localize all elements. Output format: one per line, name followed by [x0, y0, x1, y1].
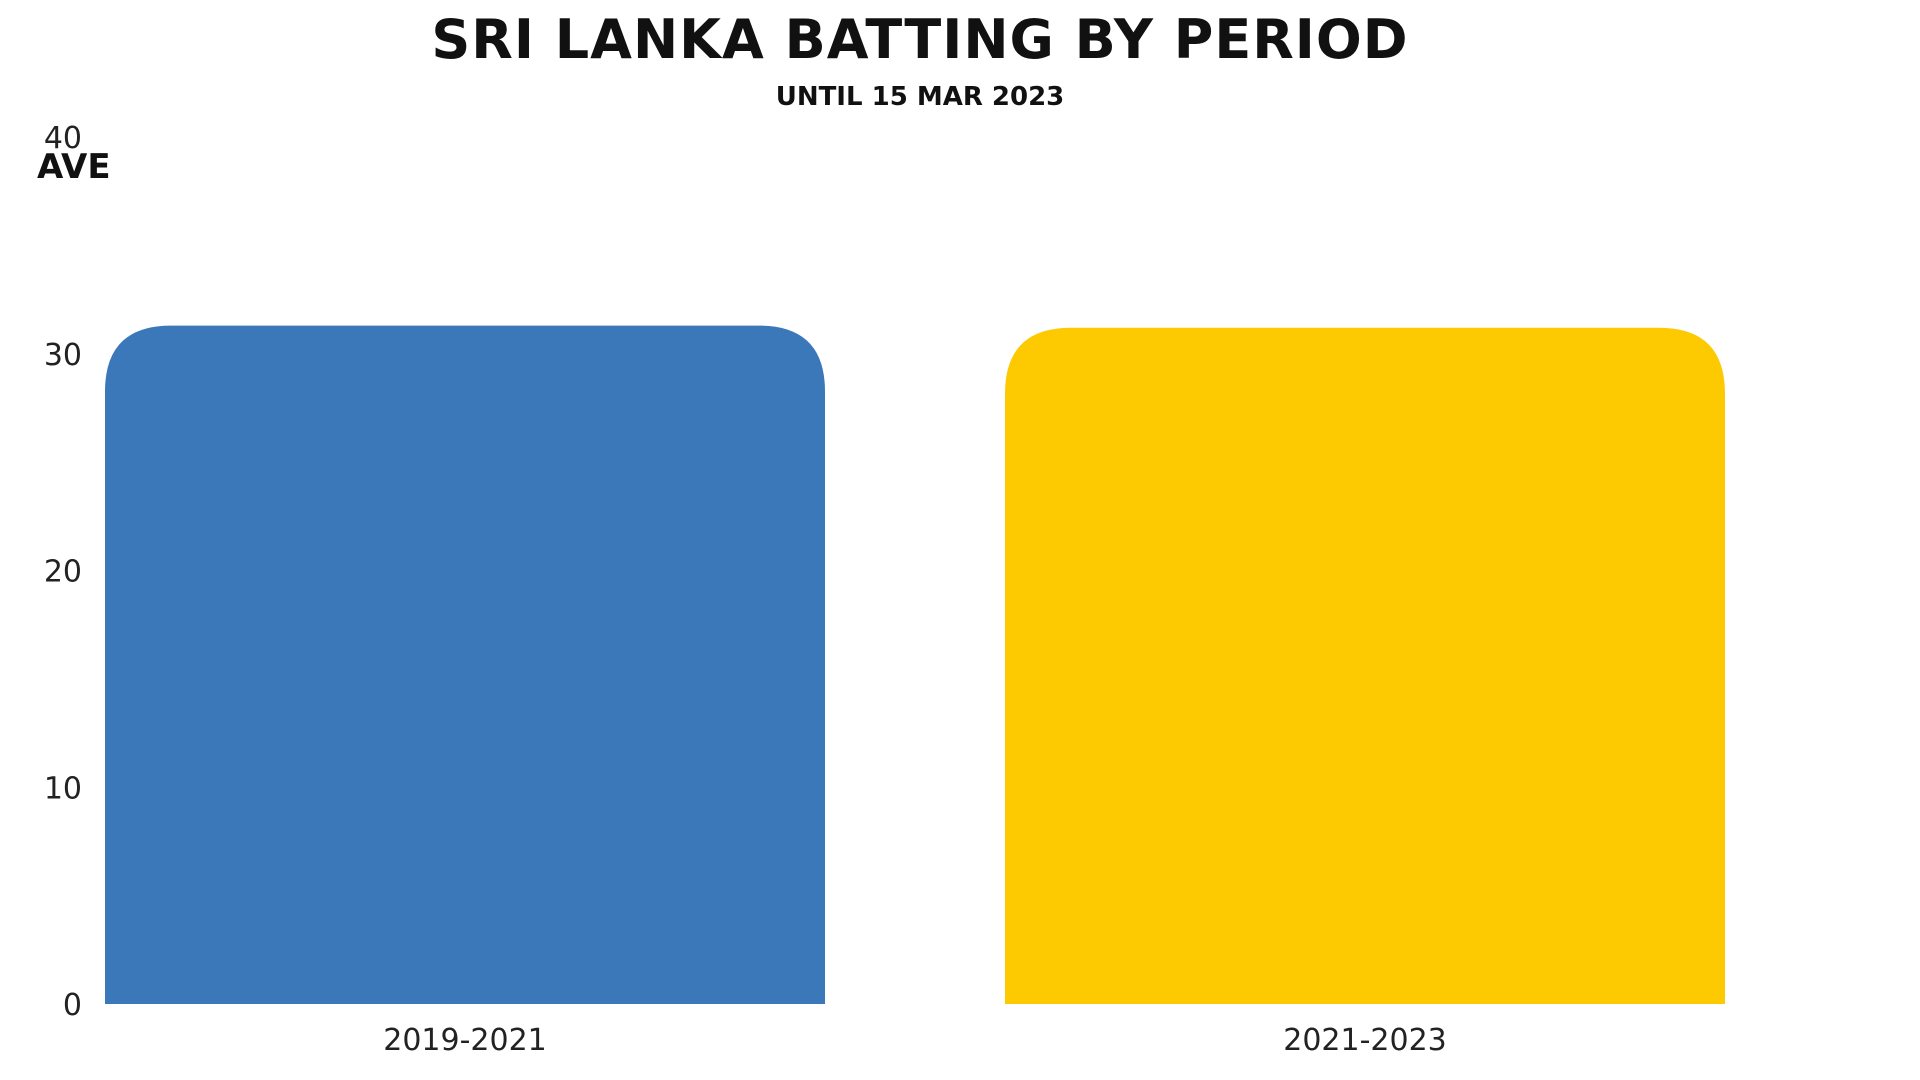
y-axis-ticks: 0 10 20 30 40	[44, 121, 82, 1023]
y-tick-label: 10	[44, 771, 82, 806]
y-axis-label: AVE	[37, 147, 111, 187]
x-axis-labels: 2019-2021 2021-2023	[383, 1023, 1447, 1058]
x-tick-label: 2019-2021	[383, 1023, 547, 1058]
chart-title: SRI LANKA BATTING BY PERIOD	[431, 8, 1409, 71]
y-tick-label: 0	[63, 988, 82, 1023]
y-tick-label: 20	[44, 555, 82, 590]
bar-2019-2021	[105, 325, 825, 1004]
y-tick-label: 40	[44, 121, 82, 156]
chart-subtitle: UNTIL 15 MAR 2023	[775, 82, 1065, 112]
bars-group	[105, 325, 1725, 1004]
bar-2021-2023	[1005, 327, 1725, 1004]
x-tick-label: 2021-2023	[1283, 1023, 1447, 1058]
y-tick-label: 30	[44, 338, 82, 373]
